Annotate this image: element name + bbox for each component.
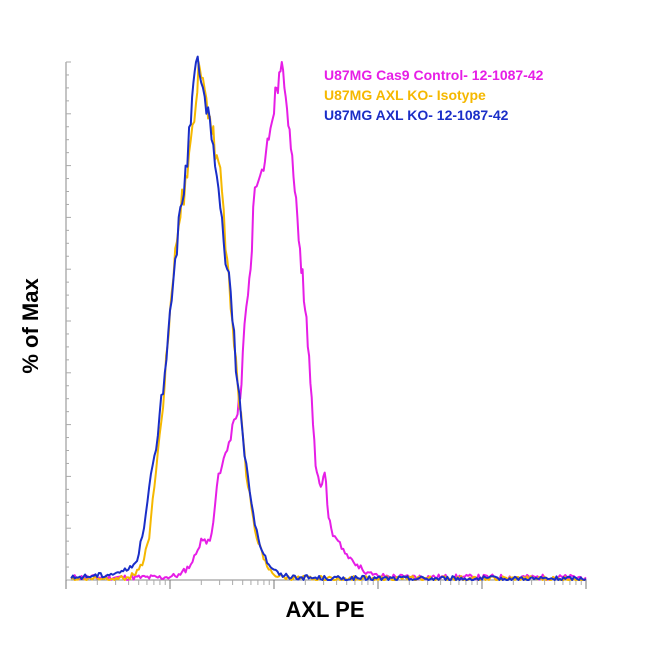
series-line-2 [70,55,587,581]
x-axis-title: AXL PE [285,597,364,622]
plot-frame [65,61,587,589]
y-axis-title: % of Max [18,278,43,374]
legend-entry-1: U87MG AXL KO- Isotype [324,87,486,103]
series-group [70,55,587,581]
series-line-0 [70,61,587,581]
legend-entry-2: U87MG AXL KO- 12-1087-42 [324,107,509,123]
series-line-1 [70,61,587,581]
legend: U87MG Cas9 Control- 12-1087-42 U87MG AXL … [324,67,544,123]
legend-entry-0: U87MG Cas9 Control- 12-1087-42 [324,67,544,83]
